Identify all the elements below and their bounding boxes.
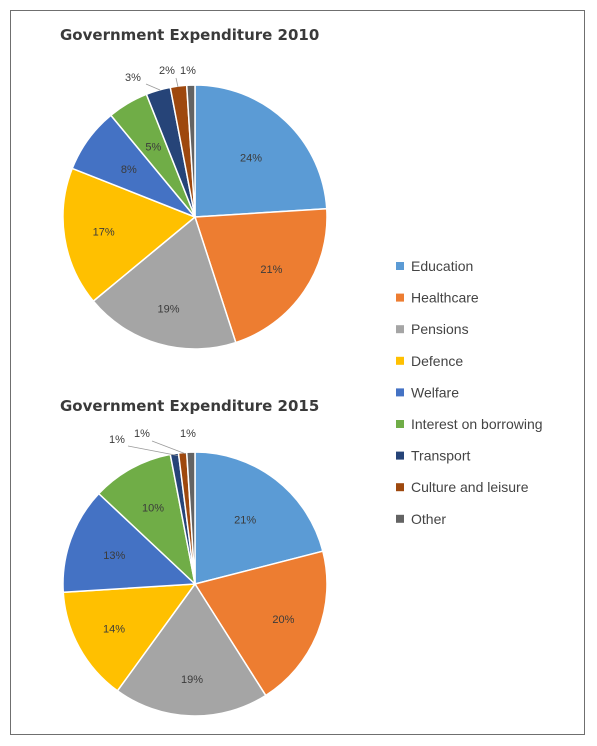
label-welfare-2015: 13% <box>103 550 125 562</box>
label-healthcare-2010: 21% <box>260 264 282 276</box>
label-healthcare-2015: 20% <box>272 614 294 626</box>
label-pensions-2010: 19% <box>157 303 179 315</box>
slice-interest-on-borrowing-2015 <box>97 453 197 587</box>
label-welfare-2010: 8% <box>121 164 137 176</box>
legend: Education Healthcare Pensions Defence Welfar… <box>396 258 543 527</box>
legend-swatch-defence <box>396 356 404 365</box>
slice-other-2015 <box>185 451 196 585</box>
legend-swatch-education <box>396 262 404 270</box>
label-pensions-2015: 19% <box>181 674 203 686</box>
legend-label-defence: Defence <box>411 353 463 369</box>
label-other-2010: 1% <box>180 65 196 77</box>
label-interest-on-borrowing-2010: 5% <box>145 142 161 154</box>
legend-label-transport: Transport <box>411 448 471 464</box>
legend-label-pensions: Pensions <box>411 321 469 337</box>
legend-swatch-interest-on-borrowing <box>396 420 404 428</box>
legend-swatch-welfare <box>396 388 404 397</box>
slice-healthcare-2015 <box>193 550 328 697</box>
leader-line-culture-and-leisure-2010 <box>175 77 179 88</box>
chart-title-2010: Government Expenditure 2010 <box>60 26 319 44</box>
label-defence-2010: 17% <box>93 227 115 239</box>
leader-line-culture-and-leisure-2015 <box>151 440 187 455</box>
label-defence-2015: 14% <box>103 624 125 636</box>
slice-pensions-2010 <box>92 215 237 350</box>
leader-line-transport-2010 <box>145 83 161 91</box>
slice-pensions-2015 <box>116 582 267 717</box>
label-education-2010: 24% <box>240 152 262 164</box>
label-interest-on-borrowing-2015: 10% <box>142 503 164 515</box>
chart-title-2015: Government Expenditure 2015 <box>60 397 319 415</box>
pie-2010: 24% 21% 19% 17% 8% 5% 3% 2% 1% <box>62 65 328 350</box>
legend-swatch-other <box>396 514 404 523</box>
slice-education-2010 <box>194 84 328 218</box>
label-culture-and-leisure-2015: 1% <box>134 428 150 440</box>
legend-swatch-culture-and-leisure <box>396 483 404 492</box>
legend-swatch-pensions <box>396 325 404 334</box>
legend-label-healthcare: Healthcare <box>411 290 479 306</box>
legend-label-culture-and-leisure: Culture and leisure <box>411 479 529 495</box>
pie-2015: 21% 20% 19% 14% 13% 10% 1% 1% 1% <box>62 428 328 717</box>
legend-label-other: Other <box>411 511 446 527</box>
leader-line-transport-2015 <box>127 445 181 457</box>
slice-education-2015 <box>194 451 324 585</box>
label-other-2015: 1% <box>180 428 196 440</box>
legend-label-education: Education <box>411 258 473 274</box>
label-culture-and-leisure-2010: 2% <box>159 65 175 77</box>
slice-defence-2010 <box>62 167 197 303</box>
slice-defence-2015 <box>62 583 197 692</box>
slice-other-2010 <box>185 84 196 218</box>
slice-healthcare-2010 <box>193 207 328 344</box>
legend-swatch-healthcare <box>396 293 404 302</box>
label-transport-2015: 1% <box>109 434 125 446</box>
legend-swatch-transport <box>396 451 404 460</box>
label-transport-2010: 3% <box>125 72 141 84</box>
legend-label-interest-on-borrowing: Interest on borrowing <box>411 416 543 432</box>
label-education-2015: 21% <box>234 514 256 526</box>
legend-label-welfare: Welfare <box>411 384 459 400</box>
slice-welfare-2015 <box>62 492 197 594</box>
